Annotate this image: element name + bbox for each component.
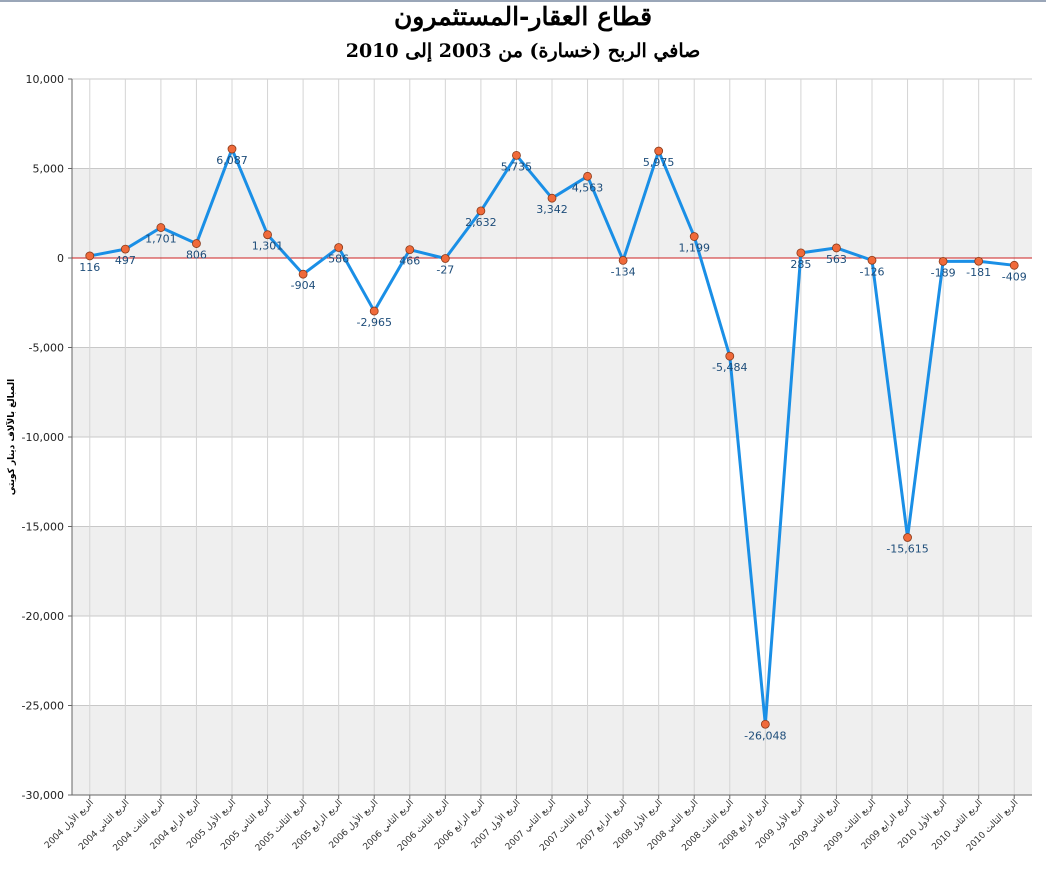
data-point <box>227 144 237 154</box>
data-labels: 116 497 1,701 806 6,087 1,301 -904 586 -2,965 466… <box>79 154 1026 742</box>
y-tick-label: -30,000 <box>22 789 64 802</box>
y-tick-label: -20,000 <box>22 610 64 623</box>
data-point <box>938 256 948 266</box>
data-label: 466 <box>399 255 420 268</box>
data-point <box>85 251 95 261</box>
data-label: -409 <box>1002 270 1027 283</box>
data-point <box>547 193 557 203</box>
data-point <box>760 719 770 729</box>
y-tick-label: -25,000 <box>22 700 64 713</box>
y-tick-label: 10,000 <box>26 73 65 86</box>
y-tick-label: 5,000 <box>33 163 65 176</box>
data-point <box>263 230 272 240</box>
data-point <box>120 244 130 254</box>
data-label: 5,975 <box>643 156 675 169</box>
data-label: -15,615 <box>886 543 928 556</box>
data-point <box>654 146 664 156</box>
y-tick-label: 0 <box>57 252 64 265</box>
data-point <box>405 245 415 255</box>
data-point <box>583 171 592 181</box>
data-point <box>476 206 486 216</box>
data-point <box>689 232 699 241</box>
y-axis-label: المبالغ بالآلاف دينار كويتي <box>5 379 17 495</box>
top-border <box>0 0 1046 2</box>
chart-subtitle: صافي الربح (خسارة) من 2003 إلى 2010 <box>345 40 701 62</box>
data-label: 116 <box>79 261 100 274</box>
data-point <box>867 255 877 265</box>
data-label: 5,735 <box>501 160 533 173</box>
data-label: -189 <box>931 266 956 279</box>
data-point <box>1009 260 1019 270</box>
data-label: 563 <box>826 253 847 266</box>
data-label: -26,048 <box>744 729 786 742</box>
data-label: 3,342 <box>536 203 568 216</box>
data-point <box>618 255 628 265</box>
chart-title: قطاع العقار-المستثمرون <box>393 2 653 31</box>
data-label: 1,701 <box>145 233 177 246</box>
data-point <box>796 248 806 258</box>
data-point <box>440 254 450 263</box>
data-label: -134 <box>611 265 636 278</box>
data-label: 497 <box>115 254 136 267</box>
data-markers <box>85 144 1019 729</box>
data-point <box>334 243 344 252</box>
data-label: 2,632 <box>465 216 497 229</box>
data-point <box>192 239 201 248</box>
data-point <box>725 351 735 361</box>
data-point <box>156 223 166 232</box>
data-point <box>974 256 984 266</box>
data-point <box>903 533 912 542</box>
data-label: 4,563 <box>572 181 604 194</box>
data-point <box>298 269 308 279</box>
gridlines <box>72 78 1032 796</box>
y-tick-label: -5,000 <box>29 342 64 355</box>
data-label: -2,965 <box>356 316 391 329</box>
data-label: -27 <box>436 263 454 276</box>
data-label: -904 <box>291 279 316 292</box>
data-point <box>369 306 379 316</box>
y-tick-label: -15,000 <box>22 521 64 534</box>
data-label: 586 <box>328 253 349 266</box>
data-label: 1,199 <box>678 242 710 255</box>
data-label: 806 <box>186 249 207 262</box>
data-label: -5,484 <box>712 361 747 374</box>
data-label: -126 <box>860 265 885 278</box>
data-point <box>832 243 841 253</box>
y-tick-label: -10,000 <box>22 431 64 444</box>
data-label: 285 <box>790 258 811 271</box>
y-tick-labels: 10,000 5,000 0 -5,000 -10,000 -15,000 -20,000 -… <box>22 73 64 802</box>
data-label: 6,087 <box>216 154 248 167</box>
data-point <box>512 150 521 160</box>
data-label: 1,301 <box>252 240 284 253</box>
data-label: -181 <box>966 266 991 279</box>
